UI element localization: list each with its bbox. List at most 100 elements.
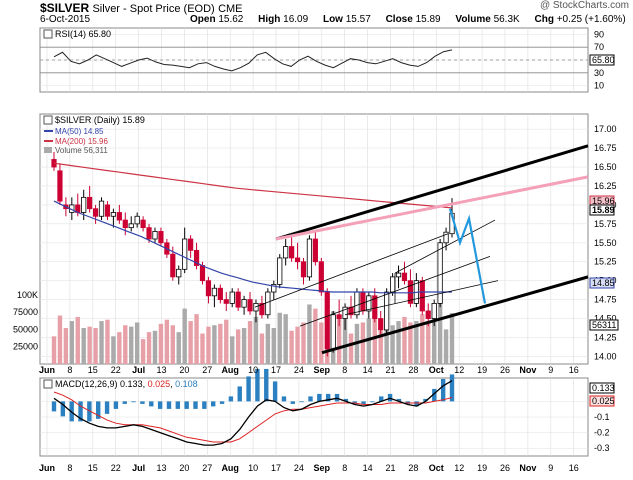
ma50-line xyxy=(53,200,452,294)
candle-body xyxy=(401,272,408,282)
candle-body xyxy=(443,231,449,244)
x-tick-label: 21 xyxy=(385,365,395,375)
candle-body xyxy=(330,314,336,350)
price-tick-label: 16.25 xyxy=(594,181,617,191)
macd-histogram-bar xyxy=(343,398,349,402)
macd-histogram-bar xyxy=(449,374,455,402)
candle-body xyxy=(378,318,384,331)
candle-body xyxy=(318,261,324,293)
rsi-tick-label: 70 xyxy=(594,42,604,52)
x-tick-label: 8 xyxy=(342,463,347,473)
volume-bar xyxy=(443,329,449,364)
volume-bar xyxy=(200,333,205,364)
macd-histogram-bar xyxy=(149,401,154,407)
volume-bar xyxy=(431,314,437,364)
rsi-tick-label: 30 xyxy=(594,68,604,78)
volume-bar xyxy=(265,323,271,364)
macd-histogram-bar xyxy=(272,381,278,402)
x-tick-label: Jul xyxy=(132,463,145,473)
price-tick-label: 15.75 xyxy=(594,219,617,229)
macd-value: 0.133 xyxy=(120,379,143,389)
rsi-label: RSI(14) 65.80 xyxy=(55,29,111,39)
volume-bar xyxy=(176,332,181,364)
macd-toggle-icon[interactable] xyxy=(43,379,53,389)
x-tick-label: 22 xyxy=(111,463,121,473)
candle-body xyxy=(140,219,146,229)
volume-bars xyxy=(51,296,455,364)
x-tick-label: 21 xyxy=(385,463,395,473)
volume-bar xyxy=(75,316,80,364)
rsi-value-tag xyxy=(589,54,615,66)
x-tick-label: Jun xyxy=(39,463,55,473)
rsi-line xyxy=(53,49,453,72)
price-toggle-icon[interactable] xyxy=(43,115,53,125)
volume-bar xyxy=(123,325,128,364)
volume-label: Volume xyxy=(455,14,491,25)
volume-bar xyxy=(283,314,288,364)
lower-channel-line xyxy=(321,275,589,355)
x-tick-label: 10 xyxy=(248,463,258,473)
volume-legend: Volume 56,311 xyxy=(55,146,108,155)
volume-bar xyxy=(230,336,235,364)
volume-bar xyxy=(295,326,300,364)
candle-body xyxy=(223,299,229,304)
x-tick-label: 19 xyxy=(477,463,487,473)
volume-bar xyxy=(146,332,152,364)
volume-bar xyxy=(69,321,75,364)
chart-header: $SILVER Silver - Spot Price (EOD) CME 6-… xyxy=(0,0,633,26)
ma200-line xyxy=(53,162,453,209)
volume-bar xyxy=(129,326,134,364)
candle-body xyxy=(104,204,111,217)
volume-bar xyxy=(336,318,342,364)
volume-bar xyxy=(396,321,401,364)
candle-body xyxy=(384,291,390,331)
volume-bar xyxy=(57,315,63,364)
macd-histogram-bar xyxy=(51,401,57,412)
chg-label: Chg xyxy=(534,14,554,25)
volume-bar xyxy=(63,328,69,364)
x-tick-label: 28 xyxy=(408,365,418,375)
candle-body xyxy=(389,276,396,293)
volume-legend-swatch xyxy=(44,147,52,153)
thin-channel-line xyxy=(344,280,499,316)
x-tick-label: Sep xyxy=(314,365,331,375)
x-tick-label: 13 xyxy=(156,463,166,473)
macd-tick-label: -0.3 xyxy=(594,443,610,453)
candle-body xyxy=(193,249,200,266)
x-tick-label: 27 xyxy=(202,463,212,473)
x-tick-label: 12 xyxy=(454,365,464,375)
volume-tag-text: 56311 xyxy=(592,320,616,330)
signal-tag xyxy=(589,395,615,407)
x-tick-label: 16 xyxy=(569,365,579,375)
candle-body xyxy=(134,215,140,225)
price-tick-label: 16.50 xyxy=(594,162,617,172)
symbol: $SILVER xyxy=(40,1,90,15)
candle-body xyxy=(294,257,301,263)
price-tick-label: 15.25 xyxy=(594,257,617,267)
macd-histogram-bar xyxy=(140,401,145,404)
rsi-tick-label: 90 xyxy=(594,29,604,39)
candle-body xyxy=(431,302,437,319)
open-label: Open xyxy=(190,14,216,25)
volume-bar xyxy=(319,322,324,364)
volume-value: 56.3K xyxy=(493,14,520,25)
close-value: 15.89 xyxy=(415,14,441,25)
chg-value: +0.25 (+1.60%) xyxy=(556,14,626,25)
price-tick-label: 14.00 xyxy=(594,351,617,361)
x-tick-label: 14 xyxy=(363,463,373,473)
volume-bar xyxy=(313,308,318,364)
candle-body xyxy=(324,291,330,350)
rsi-line xyxy=(53,49,453,72)
volume-bar xyxy=(348,333,354,364)
x-tick-label: 20 xyxy=(179,365,189,375)
candle-body xyxy=(437,242,443,304)
ma200-legend: MA(200) 15.96 xyxy=(55,137,108,146)
macd-histogram-bar xyxy=(308,396,313,402)
volume-bar xyxy=(170,325,176,364)
macd-histogram-bar xyxy=(228,396,234,402)
macd-histogram-bar xyxy=(193,401,198,409)
macd-tick-label: -0.2 xyxy=(594,428,610,438)
rsi-toggle-icon[interactable] xyxy=(43,29,53,39)
macd-lines xyxy=(51,368,455,446)
